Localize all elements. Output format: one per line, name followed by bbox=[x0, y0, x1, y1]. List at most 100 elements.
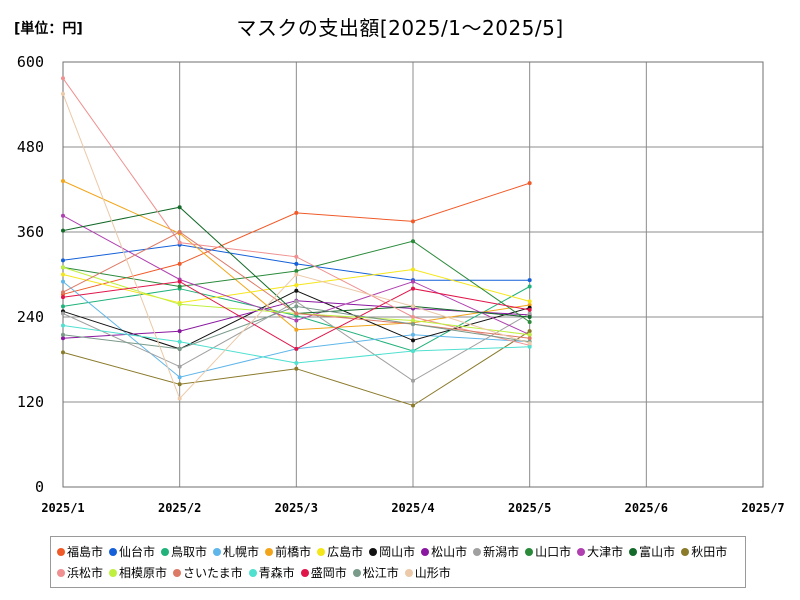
legend-label: 山形市 bbox=[414, 566, 451, 580]
legend-label: 札幌市 bbox=[223, 545, 260, 559]
data-point bbox=[411, 286, 415, 291]
data-point bbox=[61, 228, 65, 233]
legend-label: 浜松市 bbox=[67, 566, 104, 580]
data-point bbox=[527, 278, 532, 283]
data-point bbox=[294, 254, 299, 259]
data-point bbox=[177, 261, 182, 266]
legend-label: さいたま市 bbox=[183, 566, 243, 580]
data-point bbox=[527, 181, 532, 186]
data-point bbox=[411, 378, 415, 383]
x-tick-label: 2025/6 bbox=[625, 501, 668, 515]
legend-item: 秋田市 bbox=[681, 542, 727, 563]
data-point bbox=[177, 339, 182, 344]
x-tick-label: 2025/7 bbox=[741, 501, 784, 515]
legend-item: 松江市 bbox=[352, 563, 399, 584]
data-point bbox=[411, 318, 415, 323]
x-tick-label: 2025/4 bbox=[391, 501, 434, 515]
data-point bbox=[294, 268, 299, 273]
legend-marker bbox=[473, 548, 482, 556]
data-point bbox=[294, 261, 299, 266]
x-tick-label: 2025/2 bbox=[158, 501, 201, 515]
data-point bbox=[527, 307, 532, 312]
data-point bbox=[61, 258, 65, 263]
data-point bbox=[61, 295, 65, 300]
legend-item: 浜松市 bbox=[57, 563, 103, 584]
legend-marker bbox=[369, 548, 378, 556]
legend-item: 前橋市 bbox=[265, 542, 311, 563]
data-point bbox=[411, 403, 415, 408]
series-13 bbox=[61, 329, 532, 408]
data-point bbox=[411, 338, 415, 343]
legend-label: 鳥取市 bbox=[171, 545, 208, 559]
legend-marker bbox=[109, 548, 118, 556]
data-point bbox=[527, 302, 532, 307]
data-point bbox=[411, 279, 415, 284]
legend-item: 相模原市 bbox=[109, 563, 167, 584]
data-point bbox=[527, 341, 532, 346]
data-point bbox=[294, 318, 299, 323]
legend-label: 前橋市 bbox=[275, 545, 312, 559]
legend-item: 富山市 bbox=[629, 542, 675, 563]
y-tick-label: 360 bbox=[17, 223, 44, 241]
chart-title: マスクの支出額[2025/1～2025/5] bbox=[236, 16, 564, 40]
legend-item: さいたま市 bbox=[173, 563, 243, 584]
data-point bbox=[177, 375, 182, 380]
data-point bbox=[61, 91, 65, 96]
data-point bbox=[177, 240, 182, 245]
data-point bbox=[61, 290, 65, 295]
legend-marker bbox=[404, 569, 413, 577]
legend-label: 松山市 bbox=[431, 545, 468, 559]
data-point bbox=[177, 230, 182, 234]
data-point bbox=[411, 315, 415, 319]
legend-label: 富山市 bbox=[639, 545, 676, 559]
unit-label: [単位：円] bbox=[14, 21, 83, 37]
data-point bbox=[411, 267, 415, 272]
series-1 bbox=[61, 181, 532, 297]
legend-item: 鳥取市 bbox=[161, 542, 207, 563]
data-point bbox=[294, 272, 299, 277]
data-point bbox=[177, 279, 182, 284]
legend-item: 新潟市 bbox=[473, 542, 519, 563]
legend-item: 札幌市 bbox=[213, 542, 259, 563]
data-point bbox=[294, 327, 299, 332]
data-point bbox=[294, 346, 299, 351]
data-point bbox=[527, 344, 532, 349]
series-17 bbox=[61, 323, 532, 366]
series-20 bbox=[61, 91, 532, 401]
legend-item: 盛岡市 bbox=[300, 563, 347, 584]
legend-item: 広島市 bbox=[317, 542, 363, 563]
data-point bbox=[61, 279, 65, 284]
data-point bbox=[61, 272, 65, 277]
data-point bbox=[294, 304, 299, 309]
legend-label: 盛岡市 bbox=[310, 566, 347, 580]
legend-marker bbox=[421, 548, 430, 556]
legend-label: 松江市 bbox=[362, 566, 399, 580]
data-point bbox=[411, 322, 415, 327]
data-point bbox=[294, 366, 299, 371]
legend-marker bbox=[300, 569, 309, 577]
legend-label: 福島市 bbox=[67, 545, 104, 559]
plot-grid bbox=[62, 61, 764, 488]
series-19 bbox=[61, 304, 532, 351]
legend-marker bbox=[57, 548, 65, 556]
legend-marker bbox=[317, 548, 326, 556]
data-point bbox=[294, 361, 299, 366]
data-point bbox=[411, 332, 415, 337]
x-tick-label: 2025/3 bbox=[275, 501, 318, 515]
data-point bbox=[527, 315, 532, 319]
legend-item: 青森市 bbox=[248, 563, 295, 584]
data-point bbox=[61, 304, 65, 309]
x-tick-label: 2025/5 bbox=[508, 501, 551, 515]
legend-item: 山口市 bbox=[525, 542, 571, 563]
legend-marker bbox=[265, 548, 274, 556]
legend-item: 岡山市 bbox=[369, 542, 415, 563]
data-point bbox=[177, 284, 182, 289]
data-point bbox=[411, 239, 415, 244]
data-point bbox=[411, 219, 415, 224]
data-point bbox=[411, 304, 415, 309]
data-point bbox=[294, 311, 299, 316]
legend-marker bbox=[213, 548, 222, 556]
data-point bbox=[527, 284, 532, 289]
data-point bbox=[177, 396, 182, 401]
